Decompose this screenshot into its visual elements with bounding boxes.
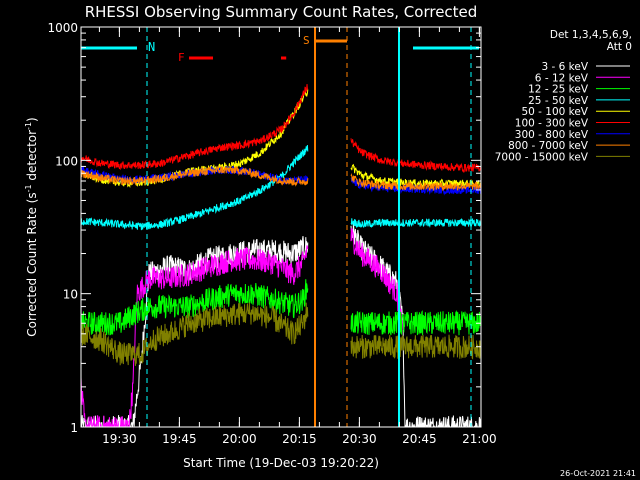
- chart-title: RHESSI Observing Summary Count Rates, Co…: [85, 3, 478, 21]
- plot-frame: [80, 26, 482, 428]
- series-line-7: [81, 165, 481, 192]
- series-line-1: [81, 228, 404, 427]
- x-tick-label: 20:30: [342, 432, 377, 446]
- legend-label-6: 300 - 800 keV: [515, 129, 589, 141]
- vline-group: [146, 27, 472, 427]
- legend-label-7: 800 - 7000 keV: [508, 140, 589, 152]
- series-line-4: [81, 89, 481, 190]
- x-tick-label: 20:00: [222, 432, 257, 446]
- y-axis-label-sup-2: -1: [24, 122, 33, 130]
- series-line-8: [81, 302, 481, 366]
- legend-label-3: 25 - 50 keV: [528, 95, 589, 107]
- y-tick-label: 1000: [47, 21, 78, 35]
- y-axis-label-sup-1: -1: [24, 184, 33, 192]
- y-tick-label: 1: [70, 421, 78, 435]
- y-tick-label: 100: [55, 154, 78, 168]
- x-tick-label: 20:45: [402, 432, 437, 446]
- x-axis-label: Start Time (19-Dec-03 19:20:22): [183, 456, 379, 470]
- y-axis: 1 10 100 1000: [47, 21, 481, 435]
- legend-header-2: Att 0: [607, 41, 632, 53]
- x-tick-label: 19:30: [102, 432, 137, 446]
- series-line-5: [81, 84, 481, 174]
- y-axis-label: Corrected Count Rate (s-1 detector-1): [24, 117, 39, 336]
- flare-marker-label: F: [178, 51, 185, 64]
- y-axis-label-part-3: ): [25, 117, 39, 122]
- x-tick-label: 20:15: [282, 432, 317, 446]
- legend-label-8: 7000 - 15000 keV: [495, 151, 589, 163]
- series-line-2: [81, 279, 481, 336]
- series-group: [81, 84, 481, 427]
- y-tick-label: 10: [63, 288, 78, 302]
- legend-label-5: 100 - 300 keV: [515, 118, 589, 130]
- timestamp: 26-Oct-2021 21:41: [560, 469, 636, 478]
- legend-label-1: 6 - 12 keV: [535, 72, 589, 84]
- x-tick-label: 21:00: [462, 432, 497, 446]
- legend-label-0: 3 - 6 keV: [541, 61, 588, 73]
- y-axis-label-part-2: detector: [25, 130, 39, 185]
- legend-label-4: 50 - 100 keV: [521, 106, 588, 118]
- y-axis-label-part-1: Corrected Count Rate (s: [25, 192, 39, 336]
- x-tick-label: 19:45: [162, 432, 197, 446]
- legend-header-1: Det 1,3,4,5,6,9,: [550, 29, 632, 41]
- x-axis: 19:30 19:45 20:00 20:15 20:30 20:45 21:00: [98, 27, 497, 446]
- legend-label-2: 12 - 25 keV: [528, 84, 589, 96]
- series-line-3: [81, 144, 481, 231]
- night-marker-label: N: [148, 40, 155, 54]
- saa-marker-label: S: [303, 34, 310, 47]
- marker-group: N F S: [81, 34, 479, 64]
